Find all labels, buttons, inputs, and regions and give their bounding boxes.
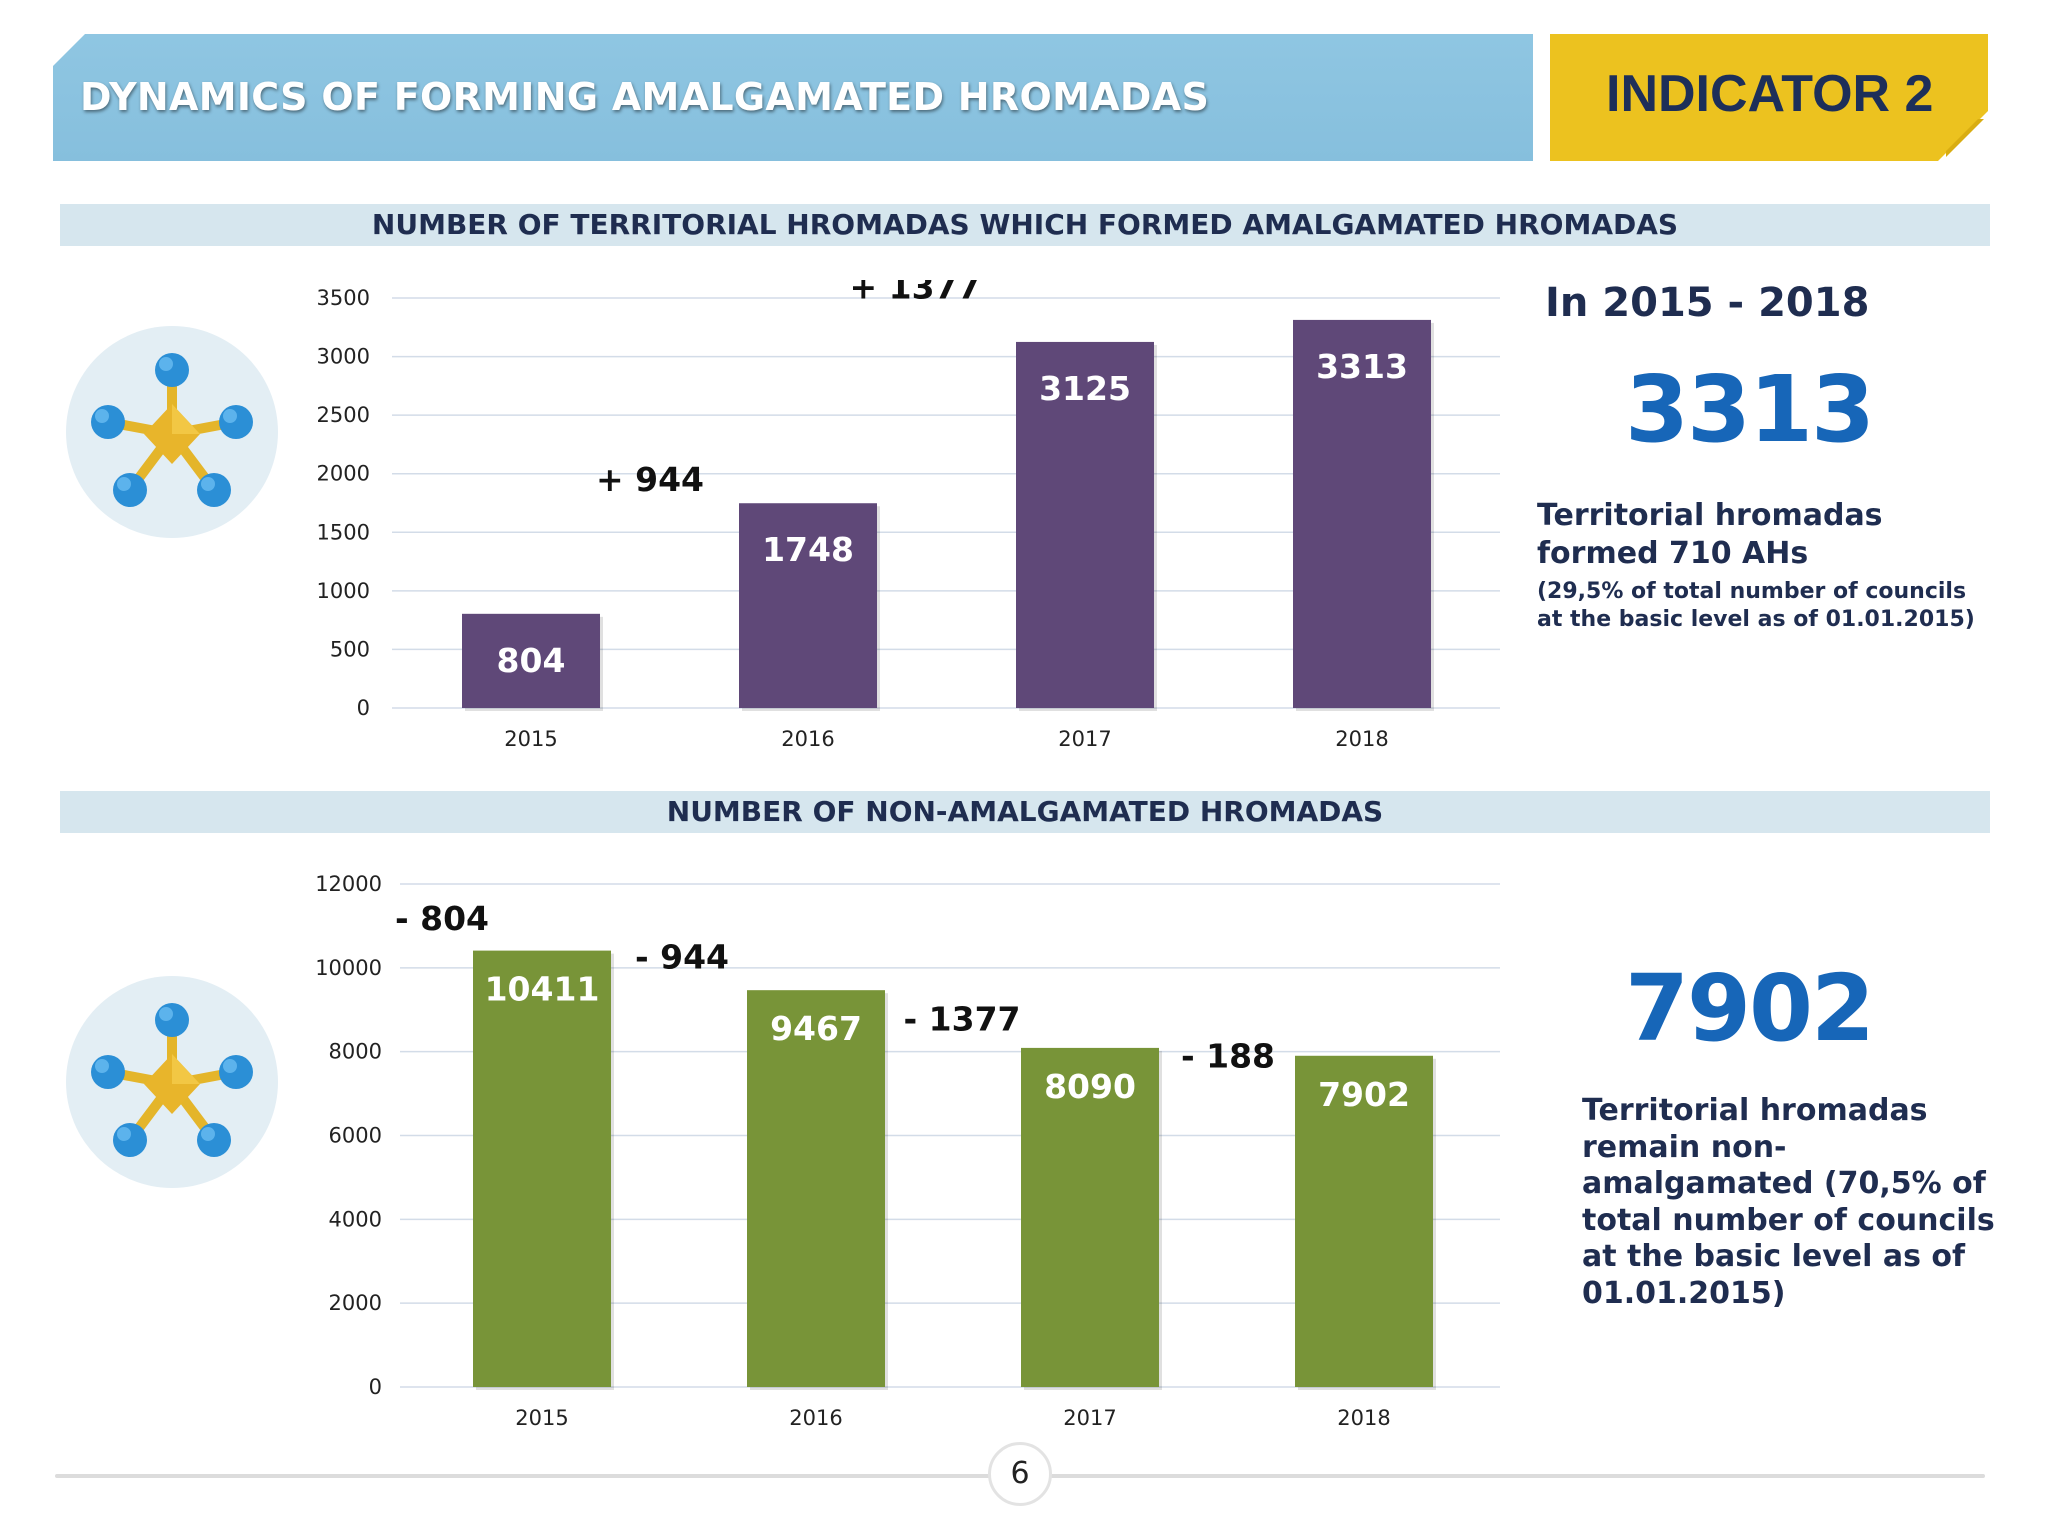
bar — [1295, 1055, 1433, 1387]
network-hub-icon — [66, 976, 278, 1188]
y-tick-label: 4000 — [329, 1207, 382, 1231]
non-amalgamated-description: Territorial hromadas remain non-amalgama… — [1582, 1093, 1995, 1311]
x-tick-label: 2017 — [1058, 727, 1111, 751]
bar-value-label: 1748 — [762, 530, 854, 569]
bar — [1021, 1047, 1159, 1387]
change-annotation: - 1377 — [903, 1000, 1020, 1039]
section-title-non-amalgamated: NUMBER OF NON-AMALGAMATED HROMADAS — [60, 791, 1990, 833]
x-tick-label: 2018 — [1335, 727, 1388, 751]
x-tick-label: 2017 — [1063, 1406, 1116, 1430]
total-formed-number: 3313 — [1625, 356, 1875, 463]
y-tick-label: 3000 — [317, 345, 370, 369]
title-banner: DYNAMICS OF FORMING AMALGAMATED HROMADAS — [53, 34, 1533, 161]
change-annotation: - 804 — [395, 899, 489, 938]
page-title: DYNAMICS OF FORMING AMALGAMATED HROMADAS — [80, 75, 1210, 119]
y-tick-label: 12000 — [315, 872, 382, 896]
section-title-formed: NUMBER OF TERRITORIAL HROMADAS WHICH FOR… — [60, 204, 1990, 246]
bar-value-label: 3125 — [1039, 369, 1131, 408]
chart-non-amalgamated-hromadas: 0 2000 4000 6000 8000 10000 12000 10411 2015 9467… — [315, 872, 1500, 1430]
change-annotation: - 944 — [635, 938, 729, 977]
page-fold-icon — [1938, 111, 1988, 161]
bar — [747, 990, 885, 1387]
total-non-amalgamated-number: 7902 — [1625, 955, 1875, 1062]
bar-value-label: 7902 — [1318, 1075, 1410, 1114]
formed-description: Territorial hromadas formed 710 AHs — [1537, 498, 1883, 571]
title-banner-corner — [53, 34, 85, 66]
bar-value-label: 3313 — [1316, 347, 1408, 386]
bar-value-label: 8090 — [1044, 1067, 1136, 1106]
y-tick-label: 2000 — [329, 1291, 382, 1315]
y-tick-label: 2000 — [317, 462, 370, 486]
indicator-label: INDICATOR 2 — [1606, 65, 1934, 123]
y-tick-label: 500 — [330, 637, 370, 661]
chart-formed-hromadas: 0 500 1000 1500 2000 2500 3000 3500 804 2015 1748 2… — [317, 280, 1500, 751]
change-annotation: - 188 — [1181, 1037, 1275, 1076]
y-tick-label: 10000 — [315, 956, 382, 980]
y-tick-label: 3500 — [317, 286, 370, 310]
y-tick-label: 1500 — [317, 520, 370, 544]
y-tick-label: 1000 — [317, 579, 370, 603]
x-tick-label: 2016 — [789, 1406, 842, 1430]
x-tick-label: 2016 — [781, 727, 834, 751]
bar-value-label: 804 — [497, 641, 566, 680]
page-number: 6 — [988, 1442, 1052, 1506]
bar — [739, 503, 877, 708]
y-tick-label: 0 — [357, 696, 370, 720]
bar — [1016, 341, 1154, 708]
change-annotation: + 1377 — [850, 280, 981, 306]
bar — [473, 950, 611, 1387]
bar-value-label: 10411 — [485, 970, 600, 1009]
x-tick-label: 2015 — [515, 1406, 568, 1430]
y-tick-label: 0 — [369, 1375, 382, 1399]
indicator-badge: INDICATOR 2 — [1550, 34, 1988, 161]
formed-note: (29,5% of total number of councils at th… — [1537, 579, 1975, 632]
y-tick-label: 2500 — [317, 403, 370, 427]
bar — [1293, 319, 1431, 708]
x-tick-label: 2015 — [504, 727, 557, 751]
change-annotation: + 944 — [596, 460, 704, 499]
bar — [462, 613, 600, 708]
bar-value-label: 9467 — [770, 1009, 862, 1048]
y-tick-label: 6000 — [329, 1124, 382, 1148]
period-label: In 2015 - 2018 — [1545, 280, 1870, 326]
x-tick-label: 2018 — [1337, 1406, 1390, 1430]
y-tick-label: 8000 — [329, 1040, 382, 1064]
network-hub-icon — [66, 326, 278, 538]
